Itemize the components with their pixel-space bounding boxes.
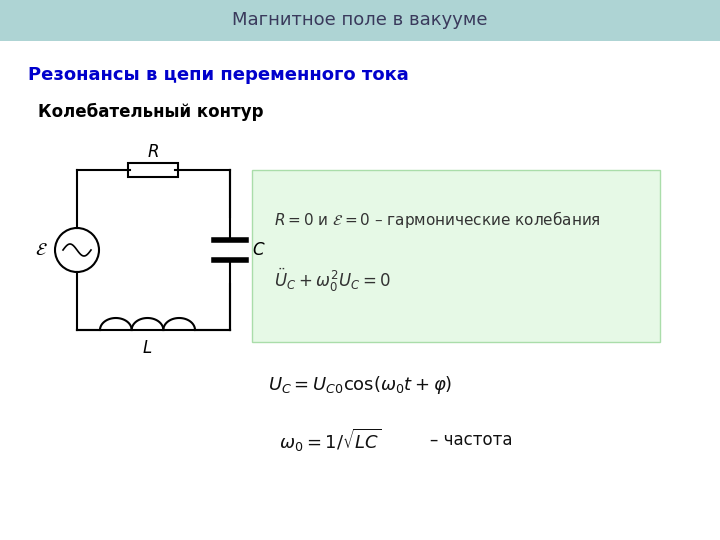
Circle shape — [55, 228, 99, 272]
Bar — [128, 163, 178, 177]
Text: $\ddot{U}_C + \omega_0^2 U_C = 0$: $\ddot{U}_C + \omega_0^2 U_C = 0$ — [274, 266, 391, 294]
Text: Магнитное поле в вакууме: Магнитное поле в вакууме — [233, 11, 487, 29]
Bar — [252, 170, 660, 342]
Text: $\mathcal{E}$: $\mathcal{E}$ — [35, 241, 48, 259]
Text: $C$: $C$ — [252, 241, 266, 259]
Text: $R$: $R$ — [147, 143, 159, 161]
Text: Резонансы в цепи переменного тока: Резонансы в цепи переменного тока — [28, 66, 409, 84]
Text: – частота: – частота — [430, 431, 513, 449]
Text: $R = 0$ и $\mathcal{E} = 0$ – гармонические колебания: $R = 0$ и $\mathcal{E} = 0$ – гармоничес… — [274, 210, 601, 231]
Text: Колебательный контур: Колебательный контур — [38, 103, 264, 121]
Text: $\omega_0 = 1/\sqrt{LC}$: $\omega_0 = 1/\sqrt{LC}$ — [279, 427, 382, 454]
Bar — [0, 0, 720, 40]
Text: $U_C = U_{C0}\cos(\omega_0 t + \varphi)$: $U_C = U_{C0}\cos(\omega_0 t + \varphi)$ — [268, 374, 452, 396]
Text: $L$: $L$ — [143, 339, 153, 357]
